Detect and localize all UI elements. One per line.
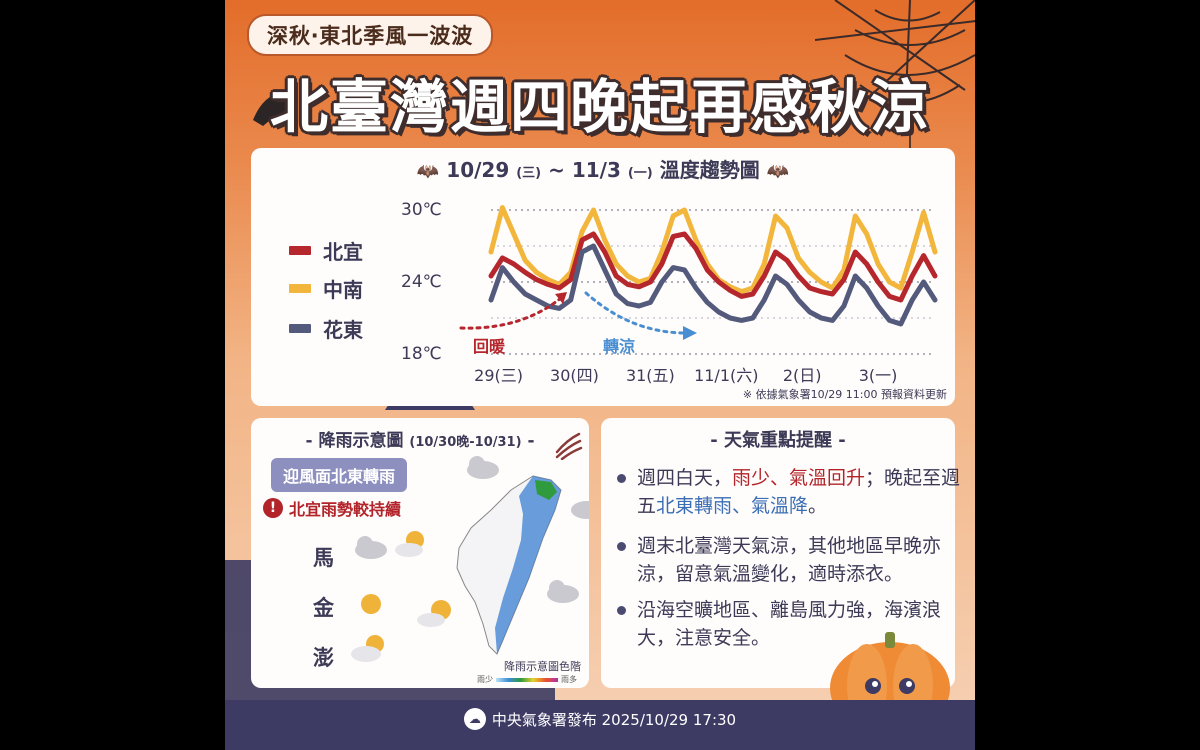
- persistent-rain-text: 北宜雨勢較持續: [289, 500, 402, 519]
- chart-title-tilde: ~: [548, 158, 565, 182]
- footer: ☁ 中央氣象署發布 2025/10/29 17:30: [225, 708, 975, 730]
- annotation-warm: 回暖: [473, 337, 506, 356]
- chart-title-weekday-end: (一): [627, 166, 653, 181]
- sun-cloud-icon: [417, 600, 451, 627]
- bat-icon: 🦇: [416, 161, 440, 182]
- legend-beiyi: 北宜: [289, 236, 363, 265]
- island-penghu: 澎: [313, 646, 334, 670]
- tip1-d: 北東轉雨、氣溫降: [656, 495, 809, 517]
- persistent-rain-warning: ! 北宜雨勢較持續: [263, 496, 401, 520]
- bullet-dot: [617, 474, 626, 483]
- tip1-a: 週四白天，: [637, 467, 733, 489]
- x-tick-label: 3(一): [858, 366, 898, 385]
- rain-map-graphic: [351, 456, 589, 662]
- x-tick-label: 30(四): [550, 366, 599, 385]
- series-line-0: [488, 231, 938, 303]
- cooling-arrowhead: [683, 326, 697, 340]
- tip1-c: ；晚起至週五: [637, 467, 961, 517]
- rain-scale: 雨少 雨多: [477, 674, 577, 685]
- island-matsu: 馬: [313, 546, 334, 570]
- island-kinmen: 金: [313, 596, 334, 620]
- cloud-rain-icon: [547, 580, 579, 603]
- tips-title: - 天氣重點提醒 -: [710, 430, 846, 451]
- annotation-cool: 轉涼: [603, 337, 636, 356]
- chart-title-weekday-start: (三): [516, 166, 542, 181]
- bullet-dot: [617, 542, 626, 551]
- rain-overlay: [495, 476, 561, 654]
- y-tick-30: 30℃: [401, 200, 442, 220]
- legend-swatch: [289, 284, 311, 293]
- y-tick-24: 24℃: [401, 272, 442, 292]
- legend-label: 中南: [323, 278, 363, 302]
- rain-map-title: - 降雨示意圖 (10/30晚-10/31) -: [251, 426, 589, 451]
- sun-icon: [361, 594, 381, 614]
- legend-huadong: 花東: [289, 314, 363, 343]
- x-tick-label: 29(三): [474, 366, 524, 385]
- tip3-text: 沿海空曠地區、離島風力強，海濱浪大，注意安全。: [637, 599, 942, 649]
- wind-icon: [555, 432, 583, 460]
- spider-web-icon: [815, 0, 975, 121]
- x-tick-label: 2(日): [782, 366, 822, 385]
- rain-overlay-heavy: [535, 480, 557, 500]
- tip2-text: 週末北臺灣天氣涼，其他地區早晚亦涼，留意氣溫變化，適時添衣。: [637, 535, 942, 585]
- tip-item-1: 週四白天，雨少、氣溫回升；晚起至週五北東轉雨、氣溫降。: [613, 464, 967, 520]
- legend-swatch: [289, 324, 311, 333]
- cloud-rain-icon: [355, 536, 387, 559]
- chart-title: 🦇 10/29 (三) ~ 11/3 (一) 溫度趨勢圖 🦇: [251, 154, 955, 183]
- y-tick-18: 18℃: [401, 344, 442, 364]
- windward-rain-badge: 迎風面北東轉雨: [271, 458, 408, 492]
- rain-title-main: - 降雨示意圖: [305, 431, 404, 451]
- temperature-chart-panel: 🦇 10/29 (三) ~ 11/3 (一) 溫度趨勢圖 🦇 北宜 中南 花東 …: [251, 148, 955, 406]
- tip1-e: 。: [808, 495, 828, 517]
- cwa-logo-icon: ☁: [463, 708, 486, 730]
- series-line-2: [488, 243, 938, 327]
- data-source-note: ※ 依據氣象署10/29 11:00 預報資料更新: [742, 388, 947, 401]
- rain-title-range: (10/30晚-10/31): [409, 435, 522, 450]
- topic-tag: 深秋‧東北季風一波波: [247, 14, 494, 56]
- cloud-rain-icon: [467, 456, 499, 479]
- series-line-1: [488, 205, 938, 295]
- temperature-plot: [459, 205, 938, 355]
- chart-title-start: 10/29: [446, 158, 510, 182]
- chart-title-suffix: 溫度趨勢圖: [659, 158, 760, 182]
- scale-high: 雨多: [561, 675, 577, 684]
- legend-zhongnan: 中南: [289, 274, 363, 303]
- tip-item-2: 週末北臺灣天氣涼，其他地區早晚亦涼，留意氣溫變化，適時添衣。: [613, 532, 967, 588]
- scale-bar: [496, 677, 558, 682]
- rain-title-end: -: [527, 431, 535, 451]
- headline: 北臺灣週四晚起再感秋涼: [269, 73, 930, 141]
- x-tick-label: 11/1(六): [694, 366, 759, 385]
- rain-scale-label: 降雨示意圖色階: [504, 660, 581, 673]
- warming-arrowhead: [555, 292, 567, 304]
- weather-poster: 深秋‧東北季風一波波 北臺灣週四晚起再感秋涼 🦇 10/29 (三) ~ 11/…: [225, 0, 975, 750]
- rain-map-panel: - 降雨示意圖 (10/30晚-10/31) - 迎風面北東轉雨 ! 北宜雨勢較…: [251, 418, 589, 688]
- legend-label: 花東: [323, 318, 363, 342]
- cooling-arrow: [584, 291, 688, 335]
- sun-cloud-icon: [351, 635, 384, 662]
- footer-band: [225, 700, 975, 750]
- chart-title-end: 11/3: [571, 158, 621, 182]
- warning-icon: !: [263, 498, 283, 518]
- bat-icon: 🦇: [766, 161, 790, 182]
- scale-low: 雨少: [477, 675, 493, 684]
- tip-item-3: 沿海空曠地區、離島風力強，海濱浪大，注意安全。: [613, 596, 967, 652]
- crow-icon: [253, 86, 295, 126]
- bullet-dot: [617, 606, 626, 615]
- sun-cloud-icon: [395, 531, 424, 557]
- tip1-b: 雨少、氣溫回升: [732, 467, 866, 489]
- x-tick-label: 31(五): [625, 366, 675, 385]
- warming-arrow: [459, 296, 563, 330]
- legend-swatch: [289, 246, 311, 255]
- cloud-rain-icon: [571, 501, 589, 519]
- footer-text: 中央氣象署發布 2025/10/29 17:30: [491, 710, 737, 729]
- legend-label: 北宜: [323, 240, 363, 264]
